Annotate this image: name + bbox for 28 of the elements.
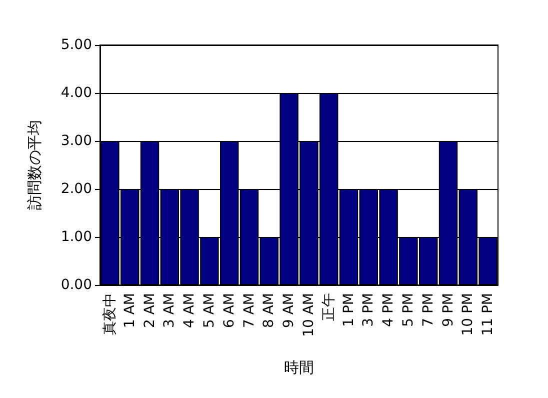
x-tick-label: 4 PM <box>380 293 397 327</box>
x-tick-label: 2 AM <box>142 293 158 328</box>
x-tick-label: 9 AM <box>281 293 298 328</box>
x-tick-label: 8 AM <box>261 293 278 328</box>
x-tick-label: 1 AM <box>122 293 138 328</box>
y-tick-label: 2.00 <box>60 181 92 197</box>
y-tick-label: 1.00 <box>60 229 92 245</box>
x-tick-label: 7 PM <box>420 293 436 327</box>
x-tick-label: 4 AM <box>182 293 198 328</box>
x-tick-label: 1 PM <box>340 293 357 327</box>
y-tick-label: 4.00 <box>60 85 92 101</box>
y-tick-label: 0.00 <box>60 277 92 293</box>
x-tick-label: 5 AM <box>201 293 218 328</box>
x-tick-label: 11 PM <box>480 293 496 336</box>
x-tick-label: 真夜中 <box>102 293 118 335</box>
y-tick-label: 3.00 <box>60 133 92 149</box>
x-axis-title: 時間 <box>284 358 314 376</box>
y-tick-label: 5.00 <box>60 37 92 53</box>
x-tick-label: 3 PM <box>360 293 377 327</box>
x-tick-label: 5 PM <box>400 293 416 327</box>
x-tick-label: 10 PM <box>460 293 476 336</box>
x-tick-label: 6 AM <box>221 293 238 328</box>
x-tick-label: 7 AM <box>241 293 258 328</box>
x-tick-label: 3 AM <box>162 293 178 328</box>
x-tick-label: 9 PM <box>440 293 456 327</box>
x-tick-label: 正午 <box>320 293 337 321</box>
x-tick-label: 10 AM <box>300 293 317 337</box>
y-axis-title: 訪問数の平均 <box>26 120 44 210</box>
